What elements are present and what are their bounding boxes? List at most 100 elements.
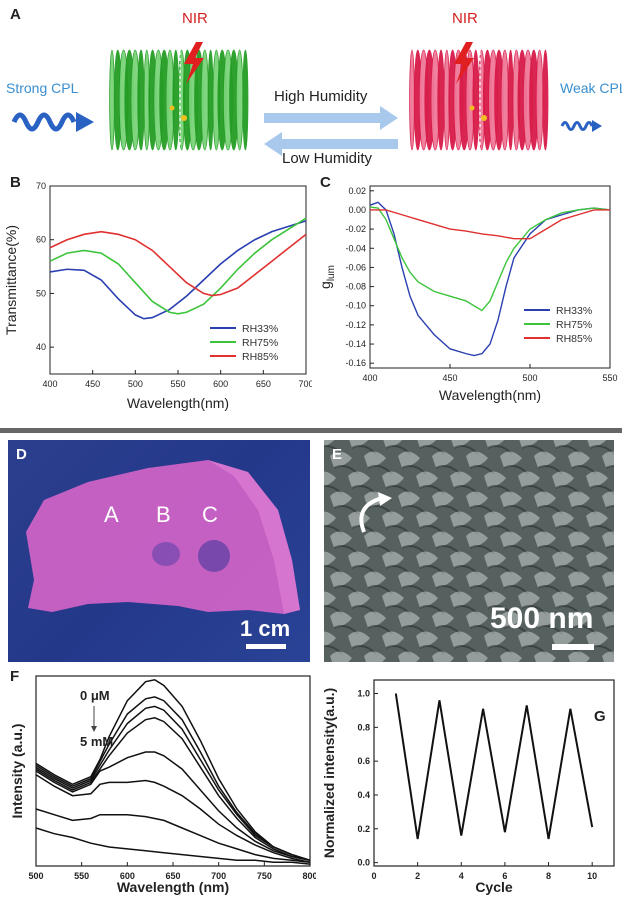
sem-ridge [432, 571, 454, 588]
sem-ridge [534, 571, 556, 588]
panel-b-letter-b: B [10, 174, 21, 191]
sem-ridge [500, 531, 522, 548]
sem-ridge [432, 531, 454, 548]
x-axis-title: Cycle [475, 879, 513, 895]
rotation-arrow-icon [359, 496, 383, 533]
sem-ridge [398, 571, 420, 588]
sem-ridge [552, 511, 574, 528]
y-tick-label: 50 [36, 288, 46, 298]
series-line-7 [35, 827, 311, 865]
legend-label: RH85% [556, 333, 592, 345]
sem-ridge [484, 631, 506, 648]
green-helix-cholesteric [109, 40, 249, 160]
sem-ridge [450, 591, 472, 608]
annotation-arrowhead-icon [91, 726, 97, 732]
sem-ridge [330, 651, 352, 662]
sem-ridge [602, 571, 614, 588]
series-line-rh33 [369, 201, 611, 357]
sem-ridge [568, 531, 590, 548]
scale-label-e: 500 nm [490, 602, 594, 635]
spot-c [198, 540, 230, 572]
x-tick-label: 450 [85, 379, 100, 389]
sem-ridge [586, 471, 608, 488]
x-tick-label: 0 [371, 871, 376, 881]
panel-e-sem: E 500 nm [324, 440, 614, 662]
y-tick-label: -0.16 [345, 358, 366, 368]
nanoparticle [481, 115, 487, 121]
sem-ridge [568, 611, 590, 628]
legend-label: RH75% [556, 319, 592, 331]
plot-frame [369, 185, 611, 369]
x-tick-label: 550 [602, 373, 617, 383]
y-tick-label: 0.02 [348, 186, 366, 196]
helix-layer [137, 49, 145, 151]
sem-ridge [348, 551, 370, 568]
panel-a: A NIR NIR Strong CPL Weak CPL High Hum [0, 0, 622, 170]
series-line-rh75 [49, 217, 307, 315]
sem-ridge [500, 451, 522, 468]
y-tick-label: -0.04 [345, 243, 366, 253]
panel-g-letter: G [594, 708, 606, 725]
sem-ridge [348, 631, 370, 648]
panel-c-letter: C [320, 174, 331, 191]
scale-bar-e [552, 644, 594, 650]
panel-b: F B 40045050055060065070040506070Wavelen… [0, 172, 314, 412]
sem-ridge [450, 511, 472, 528]
helix-layer [500, 49, 509, 151]
helix-layer [172, 49, 180, 151]
sem-shadow [605, 625, 614, 629]
strong-cpl-arrowhead-icon [76, 112, 94, 132]
sem-ridge [364, 651, 386, 662]
sem-ridge [568, 451, 590, 468]
sem-texture-illustration [324, 440, 614, 662]
nanoparticle [469, 105, 475, 111]
scale-bar-d [246, 644, 286, 649]
sem-ridge [586, 511, 608, 528]
nir-lightning-left-icon [184, 42, 204, 84]
sem-ridge [324, 440, 335, 447]
x-tick-label: 700 [211, 871, 226, 881]
x-tick-label: 2 [415, 871, 420, 881]
sem-ridge [518, 591, 540, 608]
panel-d-photo: D A B C 1 cm [8, 440, 310, 662]
sem-ridge [324, 591, 336, 607]
y-tick-label: 0.0 [357, 858, 370, 868]
sem-ridge [432, 491, 454, 508]
helix-layer [535, 49, 544, 151]
x-axis-title: Wavelength (nm) [117, 879, 229, 895]
x-tick-label: 600 [120, 871, 135, 881]
sem-ridge [398, 651, 420, 662]
legend-label: RH33% [242, 323, 278, 335]
panel-c: C 400 450 500 550 0.02 0.00 -0.02 -0.04 -0.06 -0.… [312, 172, 622, 412]
sem-ridge [330, 491, 352, 508]
strong-cpl-label: Strong CPL [6, 80, 79, 96]
legend-label: RH33% [556, 305, 592, 317]
helix-layer [200, 49, 209, 151]
sem-ridge [416, 631, 438, 648]
x-tick-label: 450 [442, 373, 457, 383]
series-line-4 [35, 751, 311, 862]
panel-f: F 500 550 600 650 700 750 800 Wavelength (nm) In… [0, 666, 318, 899]
sem-ridge [602, 651, 614, 662]
series-line-rh85 [49, 230, 307, 297]
sem-ridge [534, 451, 556, 468]
sem-ridge [450, 631, 472, 648]
sem-ridge [382, 551, 404, 568]
sem-ridge [364, 611, 386, 628]
nanoparticle [169, 105, 175, 111]
x-tick-label: 400 [362, 373, 377, 383]
helix-layer [235, 49, 244, 151]
sem-ridge [552, 471, 574, 488]
x-axis-title: Wavelength(nm) [439, 387, 541, 403]
sem-ridge [432, 651, 454, 662]
sem-ridge [324, 631, 336, 647]
y-tick-label: 70 [36, 181, 46, 191]
y-tick-label: 60 [36, 235, 46, 245]
y-tick-label: -0.02 [345, 224, 366, 234]
strong-cpl-wave-icon [11, 112, 77, 132]
sem-ridge [534, 531, 556, 548]
sem-ridge [500, 611, 522, 628]
y-axis-title: glum [317, 265, 337, 289]
sem-ridge [364, 531, 386, 548]
annotation-0-um: 0 μM [80, 688, 110, 703]
